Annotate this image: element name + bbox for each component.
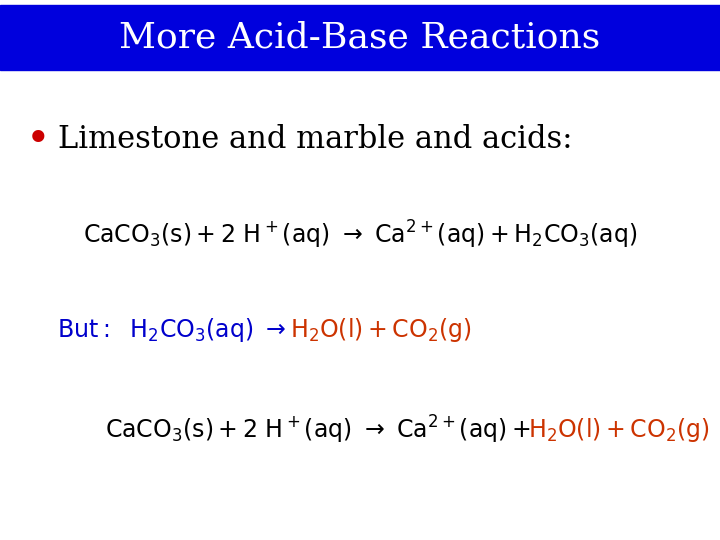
- Text: $\mathsf{CaCO_3(s) + 2\ H^+(aq)\ {\rightarrow}\ Ca^{2+}(aq) + H_2CO_3(aq)}$: $\mathsf{CaCO_3(s) + 2\ H^+(aq)\ {\right…: [83, 219, 637, 251]
- Text: $\mathsf{CaCO_3(s) + 2\ H^+(aq)\ {\rightarrow}\ Ca^{2+}(aq) +\ }$: $\mathsf{CaCO_3(s) + 2\ H^+(aq)\ {\right…: [105, 414, 531, 446]
- Text: More Acid-Base Reactions: More Acid-Base Reactions: [120, 21, 600, 55]
- Text: •: •: [26, 119, 50, 161]
- Text: Limestone and marble and acids:: Limestone and marble and acids:: [58, 125, 572, 156]
- Bar: [0, 5, 720, 70]
- Text: $\mathsf{H_2O(l) + CO_2(g)}$: $\mathsf{H_2O(l) + CO_2(g)}$: [528, 416, 710, 444]
- Text: $\mathsf{H_2O(l) + CO_2(g)}$: $\mathsf{H_2O(l) + CO_2(g)}$: [290, 316, 472, 344]
- Text: $\mathsf{But:\ \ H_2CO_3(aq)\ {\rightarrow}\ }$: $\mathsf{But:\ \ H_2CO_3(aq)\ {\rightarr…: [58, 316, 287, 344]
